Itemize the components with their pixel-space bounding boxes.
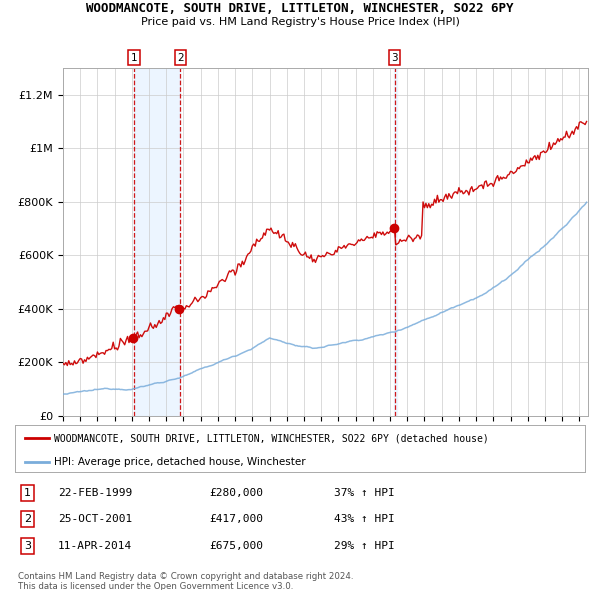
Text: 2: 2 (177, 53, 184, 63)
Text: 2: 2 (24, 514, 31, 524)
Text: 3: 3 (24, 541, 31, 551)
Text: 22-FEB-1999: 22-FEB-1999 (58, 489, 132, 498)
Text: 11-APR-2014: 11-APR-2014 (58, 541, 132, 551)
Text: £675,000: £675,000 (209, 541, 263, 551)
Text: WOODMANCOTE, SOUTH DRIVE, LITTLETON, WINCHESTER, SO22 6PY (detached house): WOODMANCOTE, SOUTH DRIVE, LITTLETON, WIN… (54, 433, 488, 443)
Text: HPI: Average price, detached house, Winchester: HPI: Average price, detached house, Winc… (54, 457, 305, 467)
Text: £417,000: £417,000 (209, 514, 263, 524)
Text: 25-OCT-2001: 25-OCT-2001 (58, 514, 132, 524)
Text: 3: 3 (392, 53, 398, 63)
Text: This data is licensed under the Open Government Licence v3.0.: This data is licensed under the Open Gov… (18, 582, 293, 590)
Text: Contains HM Land Registry data © Crown copyright and database right 2024.: Contains HM Land Registry data © Crown c… (18, 572, 353, 581)
Bar (134, 68, 181, 416)
Text: 1: 1 (131, 53, 137, 63)
Bar (394, 68, 397, 416)
Text: £280,000: £280,000 (209, 489, 263, 498)
Text: 43% ↑ HPI: 43% ↑ HPI (334, 514, 395, 524)
Text: Price paid vs. HM Land Registry's House Price Index (HPI): Price paid vs. HM Land Registry's House … (140, 17, 460, 27)
Text: 1: 1 (24, 489, 31, 498)
Text: 29% ↑ HPI: 29% ↑ HPI (334, 541, 395, 551)
Text: 37% ↑ HPI: 37% ↑ HPI (334, 489, 395, 498)
Text: WOODMANCOTE, SOUTH DRIVE, LITTLETON, WINCHESTER, SO22 6PY: WOODMANCOTE, SOUTH DRIVE, LITTLETON, WIN… (86, 2, 514, 15)
